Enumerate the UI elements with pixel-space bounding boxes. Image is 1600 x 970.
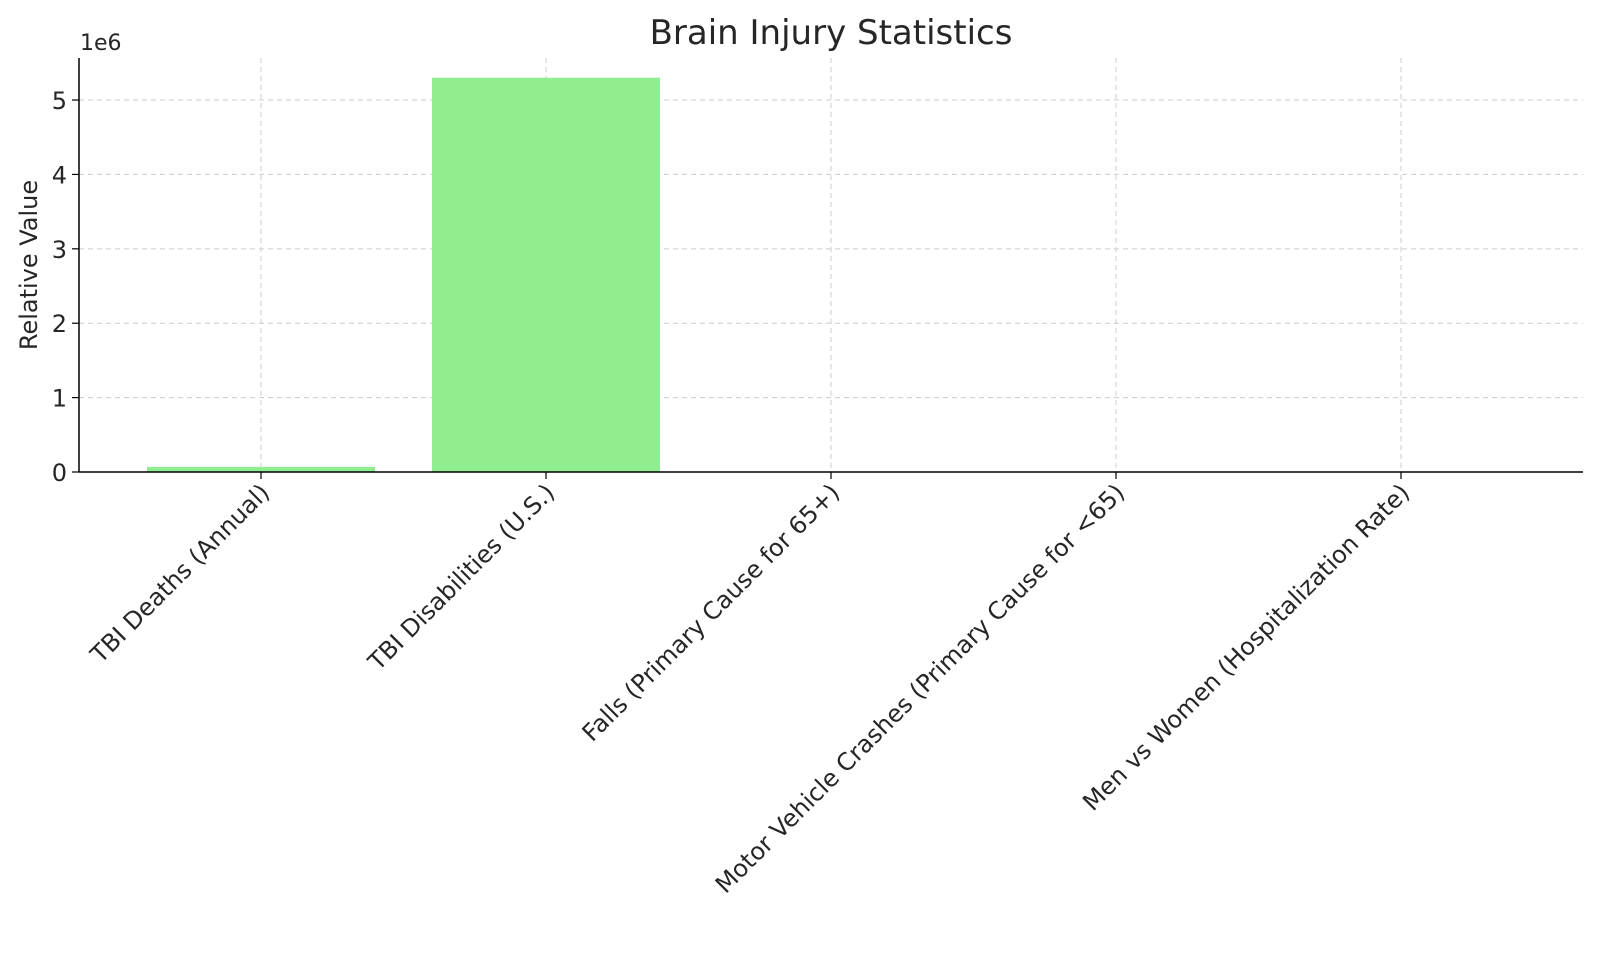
x-tick-label: TBI Deaths (Annual): [85, 478, 276, 669]
y-tick-label: 5: [52, 87, 67, 115]
x-tick-label: TBI Disabilities (U.S.): [362, 478, 560, 676]
bar-layer: [147, 77, 660, 472]
grid-layer: [79, 58, 1583, 473]
bar: [432, 77, 660, 472]
y-axis-offset-label: 1e6: [80, 31, 122, 56]
y-tick-label: 1: [52, 385, 67, 413]
x-tick-label: Men vs Women (Hospitalization Rate): [1077, 478, 1415, 816]
tick-layer: 0 1 2 3 4 5 TBI Deaths (Annual) TBI Disabilitie…: [52, 87, 1416, 899]
y-tick-label: 2: [52, 310, 67, 338]
x-tick-label: Falls (Primary Cause for 65+): [577, 478, 846, 747]
chart-title: Brain Injury Statistics: [650, 13, 1013, 53]
y-axis-label: Relative Value: [15, 180, 43, 350]
y-tick-label: 0: [52, 459, 67, 487]
y-tick-label: 3: [52, 236, 67, 264]
bar: [147, 466, 375, 472]
y-tick-label: 4: [52, 161, 67, 189]
